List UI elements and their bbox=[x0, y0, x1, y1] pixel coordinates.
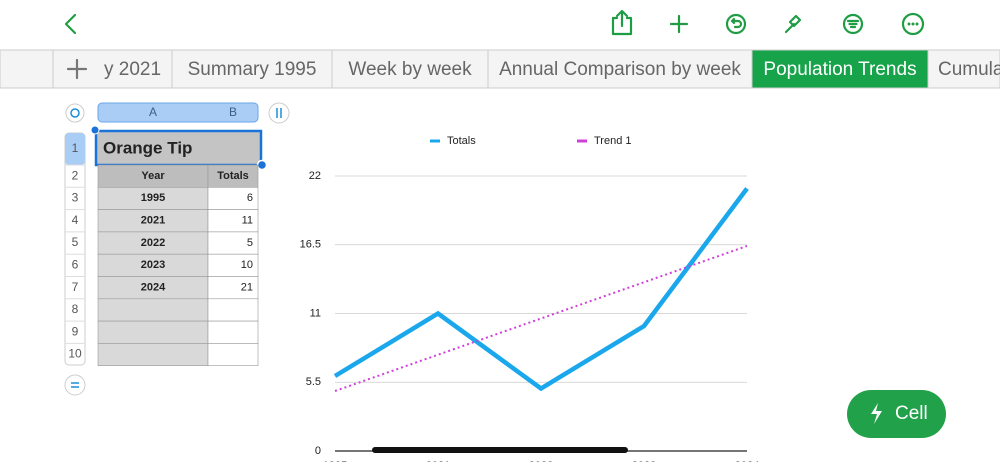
x-tick-label: 2024 bbox=[735, 460, 759, 462]
sheet-tab-label: Annual Comparison by week bbox=[499, 59, 741, 80]
table-title: Orange Tip bbox=[103, 138, 192, 157]
column-handle[interactable] bbox=[268, 102, 290, 124]
y-tick-label: 16.5 bbox=[300, 239, 321, 251]
more-button[interactable] bbox=[901, 12, 925, 36]
y-tick-label: 11 bbox=[310, 307, 321, 319]
row-number: 4 bbox=[72, 213, 79, 227]
y-tick-label: 5.5 bbox=[306, 376, 321, 388]
column-header-bar bbox=[97, 102, 259, 123]
row-number: 5 bbox=[72, 235, 79, 249]
cell bbox=[97, 320, 209, 344]
cell bbox=[207, 320, 259, 344]
cell bbox=[207, 343, 259, 366]
row-handle-icon bbox=[71, 382, 79, 388]
legend-label: Trend 1 bbox=[594, 135, 632, 147]
home-indicator bbox=[372, 447, 628, 453]
x-tick-label: 2022 bbox=[529, 460, 553, 462]
x-tick-label: 1995 bbox=[323, 460, 347, 462]
cell bbox=[97, 343, 209, 366]
row-number: 6 bbox=[72, 258, 79, 272]
header-cell: Year bbox=[141, 170, 165, 182]
series-line bbox=[333, 187, 749, 392]
y-tick-label: 22 bbox=[309, 170, 321, 182]
cell-button-bg bbox=[847, 390, 946, 438]
organize-button[interactable] bbox=[842, 13, 864, 35]
sheet-tab-label: Population Trends bbox=[763, 59, 916, 80]
total-cell: 11 bbox=[242, 215, 253, 227]
undo-button[interactable] bbox=[725, 13, 747, 35]
year-cell: 1995 bbox=[141, 192, 165, 204]
column-letter: B bbox=[229, 105, 237, 119]
year-cell: 2022 bbox=[141, 237, 165, 249]
column-letter: A bbox=[149, 105, 157, 119]
sheet-tab[interactable] bbox=[487, 49, 753, 89]
total-cell: 21 bbox=[241, 281, 253, 293]
format-button[interactable] bbox=[784, 14, 802, 34]
add-button[interactable] bbox=[669, 14, 689, 34]
x-tick-label: 2021 bbox=[426, 460, 450, 462]
header-cell: Totals bbox=[217, 170, 249, 182]
year-cell: 2024 bbox=[141, 281, 166, 293]
cell-button-label: Cell bbox=[895, 403, 928, 424]
column-handle-icon bbox=[276, 108, 282, 118]
total-cell: 6 bbox=[247, 192, 253, 204]
row-number: 9 bbox=[72, 324, 79, 338]
x-tick-label: 2023 bbox=[632, 460, 656, 462]
sheet-tab-label: Summary 1995 bbox=[188, 59, 317, 80]
year-cell: 2023 bbox=[141, 259, 165, 271]
selection-handle bbox=[90, 125, 100, 135]
sheet-tab-label: Week by week bbox=[348, 59, 472, 80]
row-handle[interactable] bbox=[64, 374, 86, 396]
row-number: 3 bbox=[72, 191, 79, 205]
year-cell: 2021 bbox=[141, 215, 165, 227]
row-selected bbox=[65, 133, 85, 165]
row-number: 7 bbox=[72, 280, 79, 294]
cell bbox=[97, 298, 209, 322]
add-sheet-button[interactable] bbox=[66, 58, 88, 80]
legend-label: Totals bbox=[447, 135, 476, 147]
table-handle-icon bbox=[70, 108, 80, 118]
sheet-tab-label: Cumula bbox=[938, 59, 1000, 80]
cell-button-icon bbox=[871, 403, 882, 424]
cell-button[interactable]: Cell bbox=[847, 390, 946, 438]
selection-handle bbox=[256, 159, 268, 171]
sheet-tab[interactable] bbox=[927, 49, 1000, 89]
row-number: 10 bbox=[68, 347, 82, 361]
row-number: 8 bbox=[72, 302, 79, 316]
back-button[interactable] bbox=[64, 13, 77, 35]
total-cell: 10 bbox=[241, 259, 253, 271]
table-handle[interactable] bbox=[65, 103, 85, 123]
total-cell: 5 bbox=[247, 237, 253, 249]
y-tick-label: 0 bbox=[315, 445, 321, 457]
row-number: 2 bbox=[72, 168, 79, 182]
sheet-tab-label: y 2021 bbox=[104, 59, 161, 80]
cell bbox=[207, 298, 259, 322]
share-button[interactable] bbox=[611, 9, 633, 36]
row-number: 1 bbox=[72, 141, 79, 155]
